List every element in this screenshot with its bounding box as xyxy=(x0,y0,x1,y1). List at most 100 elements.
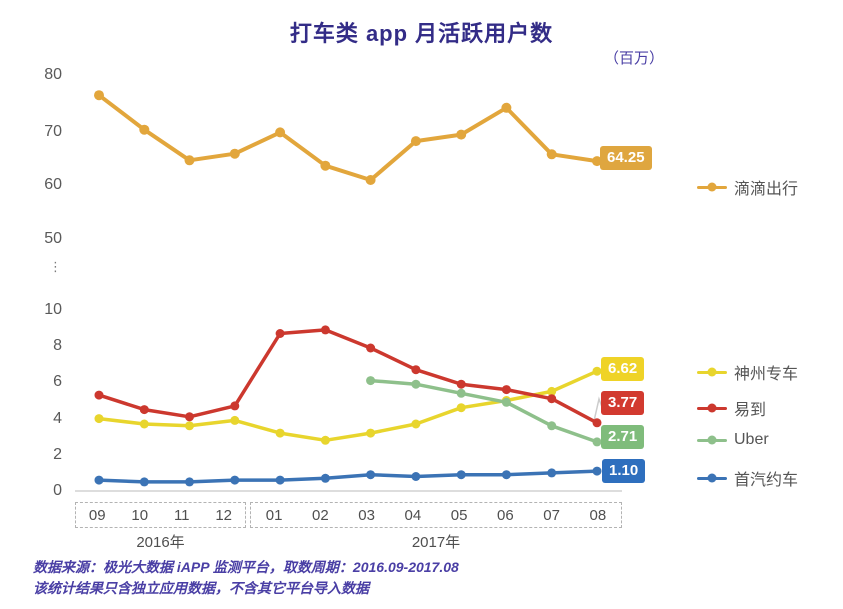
y-tick-4: 4 xyxy=(53,410,62,427)
series-dot-0 xyxy=(365,175,376,185)
series-dot-1 xyxy=(456,403,466,413)
series-dot-2 xyxy=(366,343,376,353)
series-dot-2 xyxy=(275,329,285,338)
legend-label: 首汽约车 xyxy=(734,472,799,489)
series-dot-0 xyxy=(456,129,467,140)
x-tick-month: 06 xyxy=(497,506,514,524)
x-tick-month: 02 xyxy=(312,506,329,524)
series-dot-2 xyxy=(230,401,240,411)
series-dot-4 xyxy=(230,475,240,485)
series-dot-2 xyxy=(501,385,511,395)
x-tick-month: 12 xyxy=(215,506,233,524)
series-dot-2 xyxy=(320,325,330,335)
series-dot-4 xyxy=(456,470,466,480)
series-line-3 xyxy=(370,378,598,444)
series-dot-3 xyxy=(411,379,421,389)
x-tick-month: 01 xyxy=(265,506,283,524)
series-dot-0 xyxy=(139,124,150,135)
series-dot-3 xyxy=(501,397,511,407)
y-tick-10: 10 xyxy=(44,301,62,318)
value-badge-didi: 64.25 xyxy=(600,146,652,170)
series-line-0 xyxy=(97,93,598,182)
value-badge-yidao: 3.77 xyxy=(601,391,645,415)
x-tick-month: 07 xyxy=(543,506,560,524)
series-dot-1 xyxy=(94,414,104,424)
series-dot-2 xyxy=(139,405,149,415)
legend-dot-icon xyxy=(707,403,717,413)
series-line-1 xyxy=(98,369,598,443)
series-dot-4 xyxy=(320,473,330,483)
legend-item-didi: 滴滴出行 xyxy=(697,175,798,199)
unit-label: （百万） xyxy=(604,50,665,67)
series-dot-1 xyxy=(366,428,376,438)
x-tick-month: 09 xyxy=(88,506,106,524)
series-dot-0 xyxy=(546,149,557,160)
y-tick-70: 70 xyxy=(44,123,62,140)
y-tick-0: 0 xyxy=(53,482,62,499)
legend-item-shenzhou: 神州专车 xyxy=(697,360,798,384)
series-dot-1 xyxy=(230,415,240,425)
legend-line-icon xyxy=(697,367,727,377)
legend-item-yidao: 易到 xyxy=(697,396,766,420)
series-dot-4 xyxy=(366,470,376,480)
y-axis-break-icon: ⋮ xyxy=(49,259,62,274)
legend-label: 神州专车 xyxy=(734,366,799,383)
legend-label: 易到 xyxy=(734,402,767,419)
series-dot-1 xyxy=(275,428,285,438)
legend-dot-icon xyxy=(707,435,717,445)
series-dot-1 xyxy=(547,386,557,396)
series-line-2 xyxy=(98,328,598,425)
series-dot-3 xyxy=(366,376,376,386)
series-dot-0 xyxy=(320,160,331,171)
legend-line-icon xyxy=(697,435,727,445)
series-dot-0 xyxy=(592,156,602,167)
x-tick-month: 05 xyxy=(450,506,468,524)
legend-item-uber: Uber xyxy=(697,431,769,449)
x-tick-month: 04 xyxy=(404,506,422,524)
series-dot-3 xyxy=(592,437,602,447)
value-badge-shouqi: 1.10 xyxy=(602,459,646,483)
series-dot-2 xyxy=(592,418,602,428)
year-label-2017: 2017年 xyxy=(411,534,461,551)
series-dot-1 xyxy=(185,421,194,431)
series-dot-1 xyxy=(411,419,421,429)
series-dot-0 xyxy=(410,136,421,147)
legend-item-shouqi: 首汽约车 xyxy=(697,466,798,490)
series-dot-4 xyxy=(411,472,421,481)
series-dot-0 xyxy=(501,102,512,113)
series-dot-0 xyxy=(184,155,195,166)
series-dot-3 xyxy=(547,421,557,431)
series-dot-4 xyxy=(501,470,511,480)
x-axis-box-2017: 01 02 03 04 05 06 07 08 xyxy=(250,502,622,528)
x-tick-month: 08 xyxy=(589,506,607,524)
legend-label: 滴滴出行 xyxy=(734,181,799,198)
legend-line-icon xyxy=(697,182,727,192)
series-dot-2 xyxy=(185,412,194,422)
series-dot-0 xyxy=(94,90,104,101)
series-dot-1 xyxy=(592,366,602,376)
series-dot-4 xyxy=(185,477,194,487)
source-line-2: 该统计结果只含独立应用数据，不含其它平台导入数据 xyxy=(33,580,369,596)
source-line-1: 数据来源：极光大数据 iAPP 监测平台，取数周期：2016.09-2017.0… xyxy=(33,559,459,575)
source-note: 数据来源：极光大数据 iAPP 监测平台，取数周期：2016.09-2017.0… xyxy=(33,557,459,599)
y-tick-2: 2 xyxy=(53,446,62,463)
x-tick-month: 03 xyxy=(358,506,375,524)
value-badge-uber: 2.71 xyxy=(601,425,645,449)
legend-label: Uber xyxy=(734,431,769,448)
series-dot-4 xyxy=(94,475,104,485)
y-tick-6: 6 xyxy=(53,373,62,390)
series-dot-0 xyxy=(229,148,240,159)
series-dot-4 xyxy=(139,477,149,487)
legend-line-icon xyxy=(697,473,727,483)
series-dot-4 xyxy=(592,466,602,476)
legend-line-icon xyxy=(697,403,727,413)
x-tick-month: 11 xyxy=(173,506,190,524)
series-dot-4 xyxy=(547,468,557,478)
legend-dot-icon xyxy=(707,367,717,377)
series-dot-2 xyxy=(547,394,557,404)
series-dot-4 xyxy=(275,475,285,485)
x-axis-box-2016: 09 10 11 12 xyxy=(75,502,246,528)
x-tick-month: 10 xyxy=(131,506,149,524)
